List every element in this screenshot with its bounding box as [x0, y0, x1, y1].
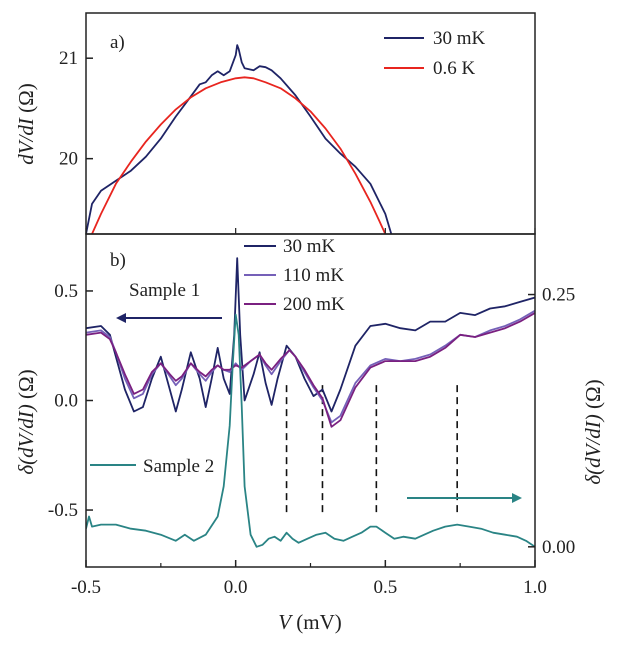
x-axis-ticks: -0.5 0.0 0.5 1.0 [71, 228, 547, 598]
x-tick-label: 0.0 [224, 577, 248, 598]
panel-b-right-y-axis-label: δ(dV/dI) (Ω) [581, 379, 605, 484]
panel-a-label: a) [110, 32, 125, 53]
legend-label-30-mk: 30 mK [283, 236, 336, 257]
y-tick-label: 0.5 [54, 281, 78, 302]
x-tick-label: 0.5 [373, 577, 397, 598]
panel-b-legend: 30 mK 110 mK 200 mK [244, 236, 345, 315]
panel-b-left-y-ticks: -0.5 0.0 0.5 [48, 281, 93, 521]
series-line-sample-2 [86, 313, 535, 548]
panel-b-left-y-axis-label: δ(dV/dI) (Ω) [14, 369, 38, 474]
right-y-tick-label: 0.25 [542, 285, 575, 306]
series-line-30-mk [86, 257, 535, 413]
legend-label-0-6-k: 0.6 K [433, 58, 476, 79]
series-line-0-6-k [91, 76, 387, 234]
panel-b-plot-area [86, 257, 535, 548]
legend-label-110-mk: 110 mK [283, 265, 344, 286]
x-tick-label: -0.5 [71, 577, 101, 598]
panel-b-label: b) [110, 250, 126, 271]
sample-2-annotation: Sample 2 [143, 456, 214, 477]
series-line-30-mk [86, 44, 393, 234]
legend-label-200-mk: 200 mK [283, 294, 345, 315]
panel-a-y-axis-label: dV/dI (Ω) [14, 83, 38, 165]
series-line-200-mk [86, 312, 535, 428]
panel-b-right-y-ticks: 0.00 0.25 [528, 285, 575, 558]
y-tick-label: 0.0 [54, 391, 78, 412]
x-axis-label: V (mV) [278, 610, 342, 634]
y-tick-label: -0.5 [48, 500, 78, 521]
panel-b: -0.5 0.0 0.5 0.00 0.25 -0.5 0.0 0.5 1.0 b) δ(d… [14, 228, 605, 634]
y-tick-label: 21 [59, 48, 78, 69]
panel-b-dashed-markers [285, 385, 458, 517]
panel-a-plot-area [86, 44, 393, 234]
panel-a-legend: 30 mK 0.6 K [384, 28, 486, 79]
x-tick-label: 1.0 [523, 577, 547, 598]
series-line-110-mk [86, 309, 535, 424]
y-tick-label: 20 [59, 149, 78, 170]
right-y-tick-label: 0.00 [542, 537, 575, 558]
legend-label-30-mk: 30 mK [433, 28, 486, 49]
sample-1-annotation: Sample 1 [129, 280, 200, 301]
